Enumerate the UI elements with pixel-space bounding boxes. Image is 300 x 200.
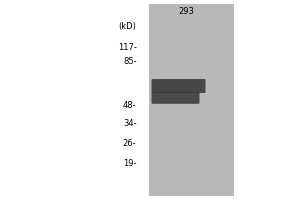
FancyBboxPatch shape (152, 79, 206, 93)
FancyBboxPatch shape (152, 92, 200, 104)
Text: 48-: 48- (123, 102, 136, 110)
Text: (kD): (kD) (118, 22, 136, 31)
Text: 85-: 85- (123, 58, 136, 66)
Text: 117-: 117- (118, 43, 136, 51)
Text: 34-: 34- (123, 119, 136, 129)
Text: 293: 293 (178, 7, 194, 16)
Text: 19-: 19- (123, 160, 136, 168)
Text: 26-: 26- (123, 138, 136, 147)
FancyBboxPatch shape (148, 4, 234, 196)
